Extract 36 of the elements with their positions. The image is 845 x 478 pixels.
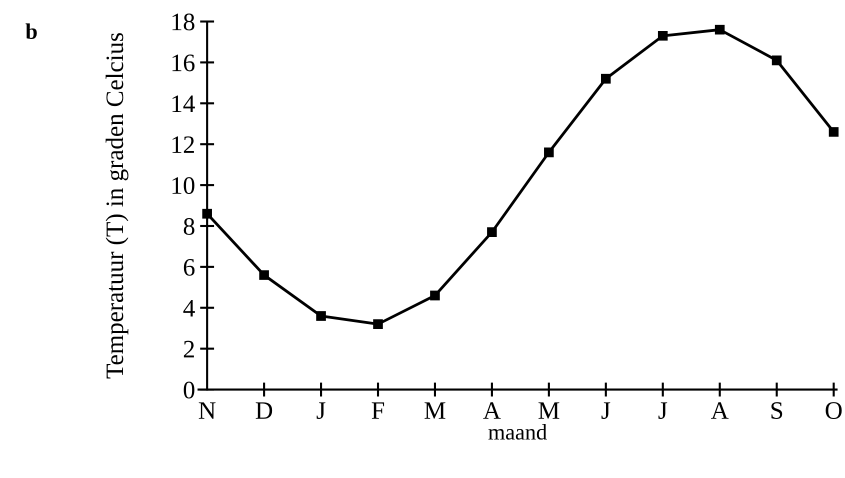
- y-tick-label: 12: [172, 136, 194, 153]
- x-tick-label: D: [256, 402, 272, 419]
- x-tick-label: M: [424, 402, 446, 419]
- x-tick-label: N: [198, 402, 216, 419]
- point: [828, 127, 839, 137]
- point: [714, 24, 725, 35]
- text: b: [26, 23, 37, 40]
- point: [373, 319, 383, 329]
- point: [430, 290, 440, 300]
- y-axis-title: Temperatuur (T) in graden Celcius: [106, 33, 128, 378]
- x-tick-label: O: [826, 402, 842, 419]
- x-tick-label: J: [658, 402, 668, 419]
- y-tick-label: 2: [184, 340, 194, 358]
- x-tick-label: S: [771, 402, 782, 419]
- y-tick-label: 14: [172, 95, 195, 112]
- point: [772, 56, 782, 66]
- y-tick-label: 16: [172, 54, 195, 72]
- y-tick-label: 10: [172, 177, 194, 194]
- point: [544, 148, 554, 158]
- x-tick-label: M: [538, 402, 560, 419]
- y-tick-label: 6: [184, 259, 195, 276]
- y-tick-label: 18: [172, 14, 194, 30]
- x-tick-label: A: [483, 402, 501, 419]
- y-tick-label: 0: [184, 382, 194, 398]
- point: [600, 74, 611, 84]
- x-tick-label: A: [710, 402, 729, 419]
- x-axis-title: maand: [488, 424, 547, 440]
- point: [487, 227, 497, 237]
- y-tick-label: 4: [183, 300, 195, 316]
- x-tick-label: J: [316, 402, 326, 419]
- y-tick-label: 8: [184, 218, 194, 235]
- point: [316, 311, 326, 321]
- x-tick-label: J: [602, 402, 610, 419]
- x-tick-label: F: [372, 402, 384, 419]
- point: [658, 30, 668, 41]
- point: [259, 270, 269, 280]
